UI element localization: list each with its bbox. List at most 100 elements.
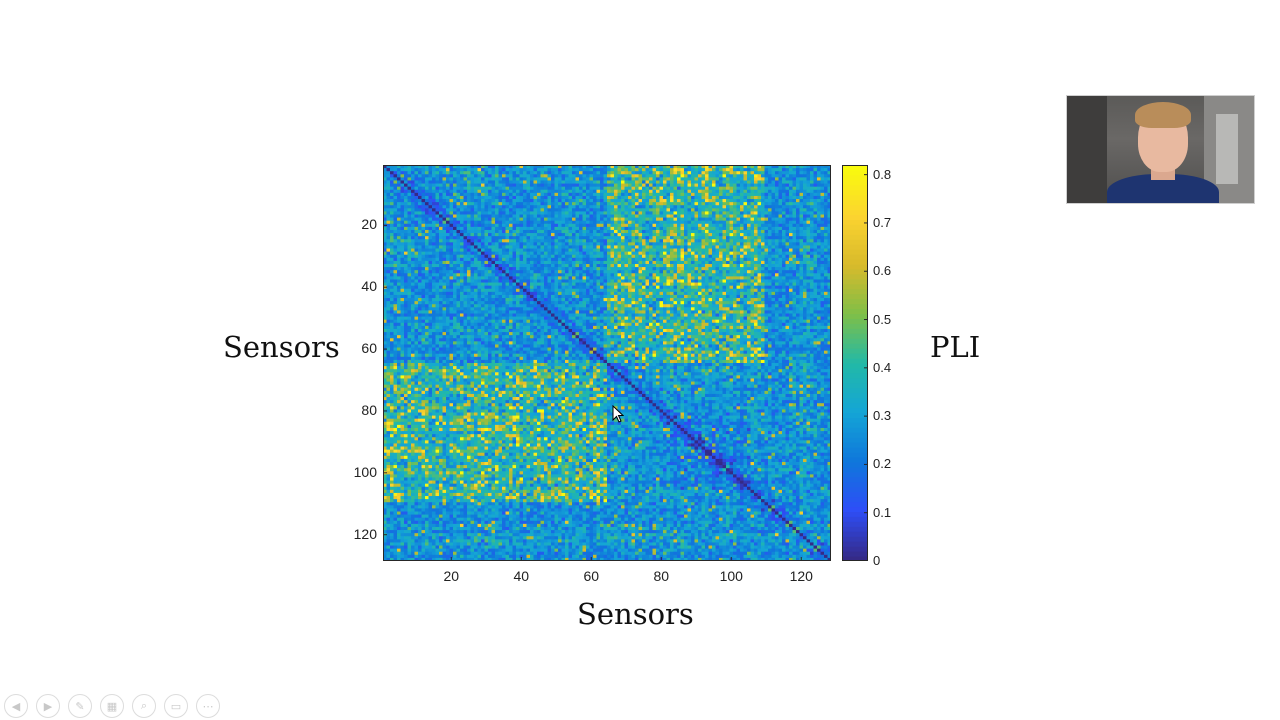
colorbar-segment — [842, 278, 868, 285]
colorbar-segment — [842, 471, 868, 478]
colorbar-segment — [842, 244, 868, 250]
zoom-icon[interactable]: ⌕ — [132, 694, 156, 718]
colorbar-segment — [842, 372, 868, 379]
colorbar-segment — [842, 308, 868, 314]
colorbar-segment — [842, 318, 868, 324]
x-tick-label: 60 — [583, 568, 600, 584]
colorbar-segment — [842, 491, 868, 498]
colorbar-segment — [842, 219, 868, 225]
colorbar-segment — [842, 313, 868, 319]
colorbar-segment — [842, 353, 868, 359]
colorbar-segment — [842, 387, 868, 394]
colorbar-segment — [842, 343, 868, 349]
y-tick-label: 60 — [361, 340, 377, 357]
colorbar-segment — [842, 407, 868, 413]
colorbar-segment — [842, 466, 868, 473]
colorbar-segment — [842, 303, 868, 310]
colorbar-segment — [842, 412, 868, 418]
colorbar-segment — [842, 392, 868, 399]
colorbar-segment — [842, 288, 868, 295]
colorbar-tick-label: 0.6 — [873, 263, 892, 279]
colorbar-segment — [842, 496, 868, 503]
colorbar-segment — [842, 531, 868, 537]
colorbar-segment — [842, 442, 868, 448]
colorbar-segment — [842, 333, 868, 339]
colorbar-segment — [842, 422, 868, 428]
colorbar-segment — [842, 179, 868, 186]
colorbar-segment — [842, 358, 868, 364]
colorbar-tick-label: 0.2 — [873, 456, 892, 472]
colorbar-segment — [842, 506, 868, 512]
colorbar-segment — [842, 165, 868, 171]
colorbar-segment — [842, 382, 868, 389]
colorbar-segment — [842, 283, 868, 290]
pen-icon[interactable]: ✎ — [68, 694, 92, 718]
colorbar-tick-label: 0.1 — [873, 504, 892, 520]
colorbar-segment — [842, 268, 868, 275]
colorbar-segment — [842, 184, 868, 191]
colorbar-segment — [842, 249, 868, 255]
colorbar-segment — [842, 338, 868, 344]
colorbar-label: PLI — [930, 330, 981, 364]
colorbar-segment — [842, 417, 868, 423]
play-icon[interactable]: ▶ — [36, 694, 60, 718]
colorbar-segment — [842, 214, 868, 220]
colorbar-segment — [842, 363, 868, 369]
colorbar-segment — [842, 189, 868, 196]
colorbar-segment — [842, 229, 868, 235]
colorbar-tick-label: 0 — [873, 553, 881, 568]
colorbar-segment — [842, 234, 868, 240]
colorbar-segment — [842, 169, 868, 176]
y-tick-label: 40 — [361, 278, 377, 295]
colorbar-segment — [842, 457, 868, 463]
colorbar-segment — [842, 328, 868, 334]
colorbar-segment — [842, 541, 868, 547]
colorbar-segment — [842, 511, 868, 517]
colorbar-tick-label: 0.4 — [873, 359, 892, 375]
slideshow-toolbar: ◀ ▶ ✎ ▦ ⌕ ▭ ⋯ — [4, 694, 220, 718]
colorbar-segment — [842, 427, 868, 433]
colorbar-segment — [842, 204, 868, 211]
colorbar-segment — [842, 377, 868, 384]
more-icon[interactable]: ⋯ — [196, 694, 220, 718]
colorbar-segment — [842, 397, 868, 404]
presenter-webcam — [1066, 95, 1255, 204]
y-tick-label: 20 — [361, 216, 377, 233]
x-tick-label: 80 — [653, 568, 670, 584]
colorbar-segment — [842, 323, 868, 329]
mouse-cursor-icon — [612, 405, 624, 423]
slides-icon[interactable]: ▦ — [100, 694, 124, 718]
colorbar-segment — [842, 209, 868, 215]
heatmap-frame — [383, 165, 831, 561]
colorbar-segment — [842, 486, 868, 493]
colorbar — [842, 165, 868, 561]
colorbar-segment — [842, 259, 868, 265]
prev-icon[interactable]: ◀ — [4, 694, 28, 718]
colorbar-tick-label: 0.8 — [873, 166, 892, 182]
colorbar-segment — [842, 199, 868, 206]
colorbar-segment — [842, 526, 868, 532]
colorbar-segment — [842, 224, 868, 230]
colorbar-segment — [842, 452, 868, 458]
colorbar-segment — [842, 437, 868, 443]
colorbar-segment — [842, 521, 868, 527]
colorbar-tick-label: 0.3 — [873, 408, 892, 424]
colorbar-segment — [842, 476, 868, 483]
colorbar-segment — [842, 264, 868, 270]
subtitle-icon[interactable]: ▭ — [164, 694, 188, 718]
colorbar-frame — [842, 165, 868, 561]
x-tick-label: 40 — [513, 568, 530, 584]
heatmap — [383, 165, 831, 561]
colorbar-segment — [842, 273, 868, 280]
colorbar-tick-label: 0.5 — [873, 311, 892, 327]
colorbar-segment — [842, 551, 868, 557]
y-tick-label: 80 — [361, 401, 377, 418]
colorbar-segment — [842, 298, 868, 305]
colorbar-segment — [842, 432, 868, 438]
x-tick-label: 120 — [789, 568, 813, 584]
x-tick-label: 100 — [719, 568, 743, 584]
colorbar-segment — [842, 516, 868, 522]
colorbar-segment — [842, 254, 868, 260]
colorbar-segment — [842, 293, 868, 300]
